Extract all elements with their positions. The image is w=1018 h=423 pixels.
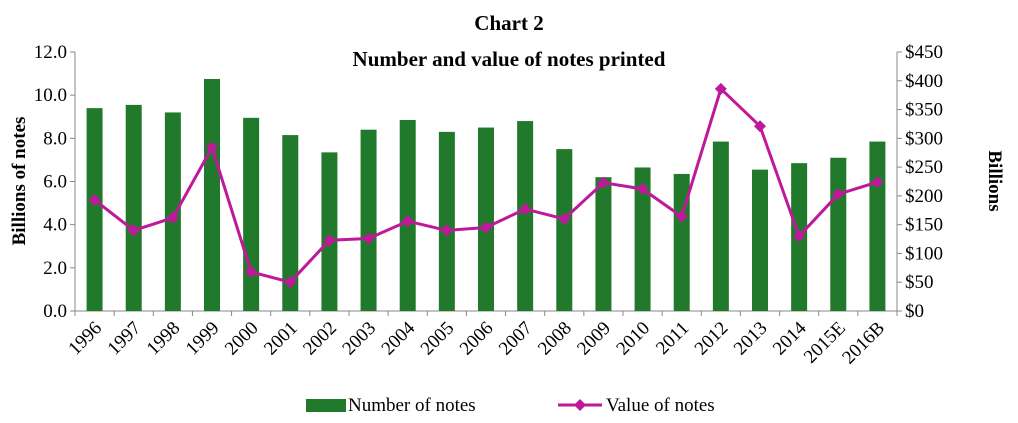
left-tick-label: 2.0: [43, 258, 67, 279]
point-value-of-notes: [519, 203, 532, 216]
bar-number-of-notes: [321, 152, 338, 311]
bar-number-of-notes: [556, 149, 573, 311]
point-value-of-notes: [675, 210, 688, 223]
legend-label-value-of-notes: Value of notes: [606, 395, 715, 416]
right-axis-title: Billions: [984, 150, 1005, 211]
point-value-of-notes: [558, 212, 571, 225]
left-tick-label: 0.0: [43, 301, 67, 322]
x-tick-label: 2015E: [800, 318, 850, 368]
x-tick-label: 2003: [338, 318, 380, 360]
legend-swatch-number-of-notes: [306, 399, 346, 412]
point-value-of-notes: [871, 176, 884, 189]
right-tick-label: $350: [905, 100, 943, 121]
point-value-of-notes: [323, 234, 336, 247]
x-tick-label: 2008: [534, 318, 576, 360]
x-tick-label: 2005: [417, 318, 459, 360]
x-tick-label: 1997: [104, 318, 146, 360]
right-tick-label: $200: [905, 186, 943, 207]
bar-number-of-notes: [360, 129, 377, 311]
x-tick-label: 2009: [573, 318, 615, 360]
point-value-of-notes: [832, 188, 845, 201]
right-tick-label: $400: [905, 71, 943, 92]
right-tick-label: $250: [905, 157, 943, 178]
point-value-of-notes: [127, 224, 140, 237]
point-value-of-notes: [440, 224, 453, 237]
bar-number-of-notes: [438, 131, 455, 311]
point-value-of-notes: [714, 82, 727, 95]
x-tick-label: 2011: [652, 318, 693, 359]
left-tick-label: 12.0: [34, 42, 67, 63]
x-tick-label: 2006: [456, 318, 498, 360]
x-tick-label: 2004: [378, 317, 420, 359]
chart-subtitle: Number and value of notes printed: [353, 47, 666, 71]
bar-number-of-notes: [282, 135, 299, 311]
left-tick-label: 4.0: [43, 215, 67, 236]
point-value-of-notes: [362, 232, 375, 245]
right-tick-label: $50: [905, 272, 934, 293]
right-tick-label: $100: [905, 243, 943, 264]
left-axis-title: Billions of notes: [9, 117, 30, 246]
left-tick-label: 8.0: [43, 128, 67, 149]
x-tick-label: 2010: [612, 318, 654, 360]
right-tick-label: $300: [905, 128, 943, 149]
point-value-of-notes: [284, 276, 297, 289]
point-value-of-notes: [88, 193, 101, 206]
legend-marker-value-of-notes: [574, 399, 586, 411]
x-tick-label: 2007: [495, 318, 537, 360]
point-value-of-notes: [245, 265, 258, 278]
right-tick-label: $450: [905, 42, 943, 63]
point-value-of-notes: [597, 176, 610, 189]
bar-number-of-notes: [125, 104, 142, 311]
x-tick-label: 2012: [691, 318, 733, 360]
legend-label-number-of-notes: Number of notes: [348, 395, 476, 416]
bar-number-of-notes: [634, 167, 651, 311]
point-value-of-notes: [754, 120, 766, 133]
bar-number-of-notes: [164, 112, 181, 311]
point-value-of-notes: [166, 211, 179, 224]
bar-number-of-notes: [86, 108, 103, 311]
bar-number-of-notes: [517, 121, 534, 311]
x-tick-label: 2016B: [838, 318, 889, 369]
left-tick-label: 6.0: [43, 172, 67, 193]
right-tick-label: $150: [905, 215, 943, 236]
x-tick-label: 1996: [64, 318, 106, 360]
left-tick-label: 10.0: [34, 85, 67, 106]
x-tick-label: 2013: [730, 318, 772, 360]
point-value-of-notes: [206, 141, 218, 154]
bar-number-of-notes: [712, 141, 729, 311]
bar-number-of-notes: [752, 169, 768, 311]
x-tick-label: 2000: [221, 318, 263, 360]
bar-number-of-notes: [243, 117, 260, 312]
point-value-of-notes: [401, 215, 414, 228]
bar-number-of-notes: [830, 157, 847, 311]
legend: Number of notes Value of notes: [306, 395, 715, 416]
x-tick-label: 2001: [260, 318, 302, 360]
chart-title: Chart 2: [474, 11, 543, 35]
bar-number-of-notes: [869, 141, 886, 311]
point-value-of-notes: [480, 221, 492, 234]
point-value-of-notes: [793, 230, 806, 243]
plot-area: 0.0 2.0 4.0 6.0 8.0 10.0 12.0 $0 $50 $100 $150 $200…: [34, 42, 943, 368]
right-tick-label: $0: [905, 301, 924, 322]
bar-number-of-notes: [204, 78, 220, 312]
x-tick-label: 1998: [143, 318, 185, 360]
bar-number-of-notes: [478, 127, 494, 312]
x-tick-label: 1999: [182, 318, 224, 360]
bar-number-of-notes: [595, 177, 612, 311]
x-tick-label: 2002: [299, 318, 341, 360]
point-value-of-notes: [636, 182, 649, 195]
